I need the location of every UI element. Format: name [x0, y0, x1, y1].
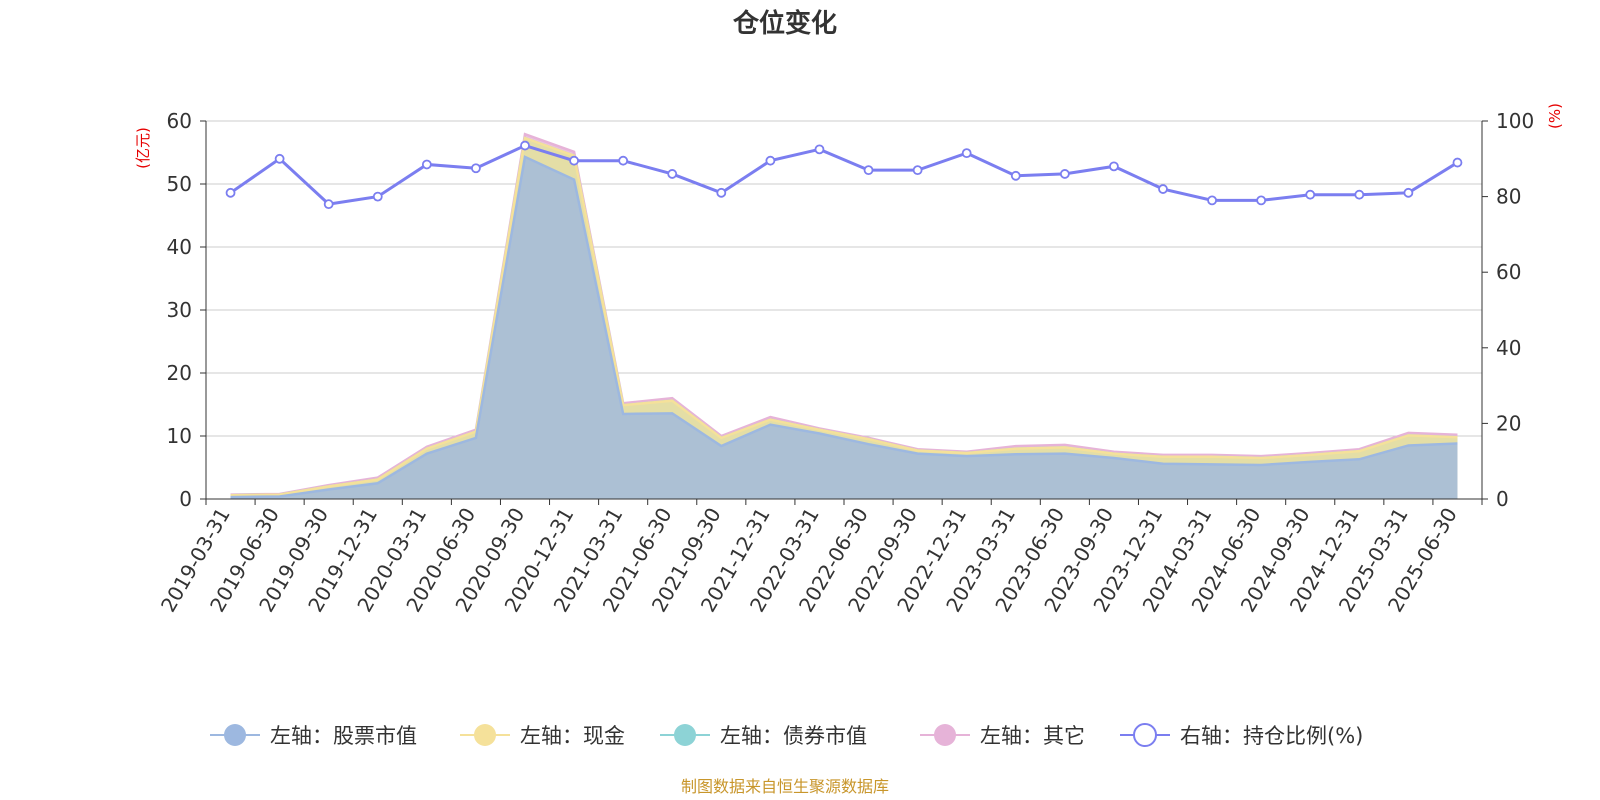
- holding-ratio-line: [229, 143, 1459, 206]
- holding-ratio-point: [471, 163, 481, 174]
- left-tick-label: 40: [167, 235, 192, 259]
- legend-item-5[interactable]: 右轴：持仓比例(%): [1120, 723, 1363, 748]
- holding-ratio-point: [1010, 170, 1021, 181]
- holding-ratio-point: [1207, 195, 1217, 206]
- legend-marker: [474, 724, 496, 746]
- right-tick-label: 80: [1496, 185, 1521, 209]
- holding-ratio-point: [372, 191, 383, 202]
- holding-ratio-point: [569, 155, 579, 166]
- legend-label: 左轴：股票市值: [270, 724, 417, 748]
- holding-ratio-point: [421, 159, 432, 170]
- holding-ratio-point: [225, 187, 236, 198]
- holding-ratio-point: [716, 187, 727, 198]
- holding-ratio-point: [1452, 157, 1463, 168]
- right-tick-label: 60: [1496, 260, 1521, 284]
- holding-ratio-point: [323, 199, 334, 210]
- holding-ratio-point: [1059, 169, 1070, 179]
- legend-marker: [674, 724, 696, 746]
- chart-title: 仓位变化: [732, 8, 837, 39]
- left-tick-label: 0: [179, 487, 192, 511]
- holding-ratio-point: [814, 144, 825, 155]
- holding-ratio-point: [1256, 195, 1267, 206]
- holding-ratio-point: [765, 155, 776, 166]
- left-tick-label: 20: [167, 361, 192, 385]
- legend-item-4[interactable]: 左轴：其它: [920, 724, 1085, 748]
- legend-label: 左轴：其它: [980, 724, 1085, 748]
- right-axis-unit: (%): [1546, 103, 1564, 129]
- holding-ratio-point: [1305, 189, 1316, 200]
- legend-marker: [224, 724, 246, 746]
- area-1: [230, 156, 1458, 499]
- legend-label: 左轴：现金: [520, 724, 625, 748]
- legend-marker: [934, 724, 956, 746]
- data-source-note: 制图数据来自恒生聚源数据库: [681, 777, 889, 796]
- holding-ratio-point: [1109, 161, 1119, 172]
- holding-ratio-point: [863, 165, 874, 176]
- legend[interactable]: 左轴：股票市值 左轴：现金 左轴：债券市值 左轴：其它 右轴：持仓比例(%): [210, 723, 1363, 748]
- holding-ratio-point: [1158, 184, 1168, 194]
- right-tick-label: 100: [1496, 109, 1534, 133]
- right-tick-label: 0: [1496, 487, 1509, 511]
- holding-ratio-point: [1354, 189, 1365, 200]
- left-tick-label: 10: [167, 424, 192, 448]
- holding-ratio-point: [961, 148, 972, 159]
- legend-item-1[interactable]: 左轴：股票市值: [210, 724, 417, 748]
- line-series: [225, 140, 1463, 210]
- legend-label: 左轴：债券市值: [720, 724, 867, 748]
- area-edge-2: [230, 136, 1458, 497]
- legend-item-2[interactable]: 左轴：现金: [460, 724, 625, 748]
- left-tick-label: 50: [167, 172, 192, 196]
- grid-lines: [206, 120, 1482, 437]
- legend-item-3[interactable]: 左轴：债券市值: [660, 724, 867, 748]
- holding-ratio-point: [618, 155, 629, 166]
- holding-ratio-point: [274, 153, 285, 164]
- holding-ratio-point: [520, 140, 530, 151]
- area-edge-1: [230, 155, 1458, 499]
- left-axis-unit: (亿元): [134, 127, 152, 169]
- left-tick-label: 30: [167, 298, 192, 322]
- legend-label: 右轴：持仓比例(%): [1180, 724, 1363, 748]
- holding-ratio-point: [1403, 187, 1414, 198]
- area-series: [230, 132, 1458, 500]
- holding-ratio-point: [667, 169, 678, 179]
- axes: 01020304050600204060801002019-03-312019-…: [156, 109, 1534, 616]
- holding-ratio-point: [912, 165, 923, 176]
- right-tick-label: 40: [1496, 336, 1521, 360]
- right-tick-label: 20: [1496, 411, 1521, 435]
- legend-marker: [1133, 723, 1157, 747]
- left-tick-label: 60: [167, 109, 192, 133]
